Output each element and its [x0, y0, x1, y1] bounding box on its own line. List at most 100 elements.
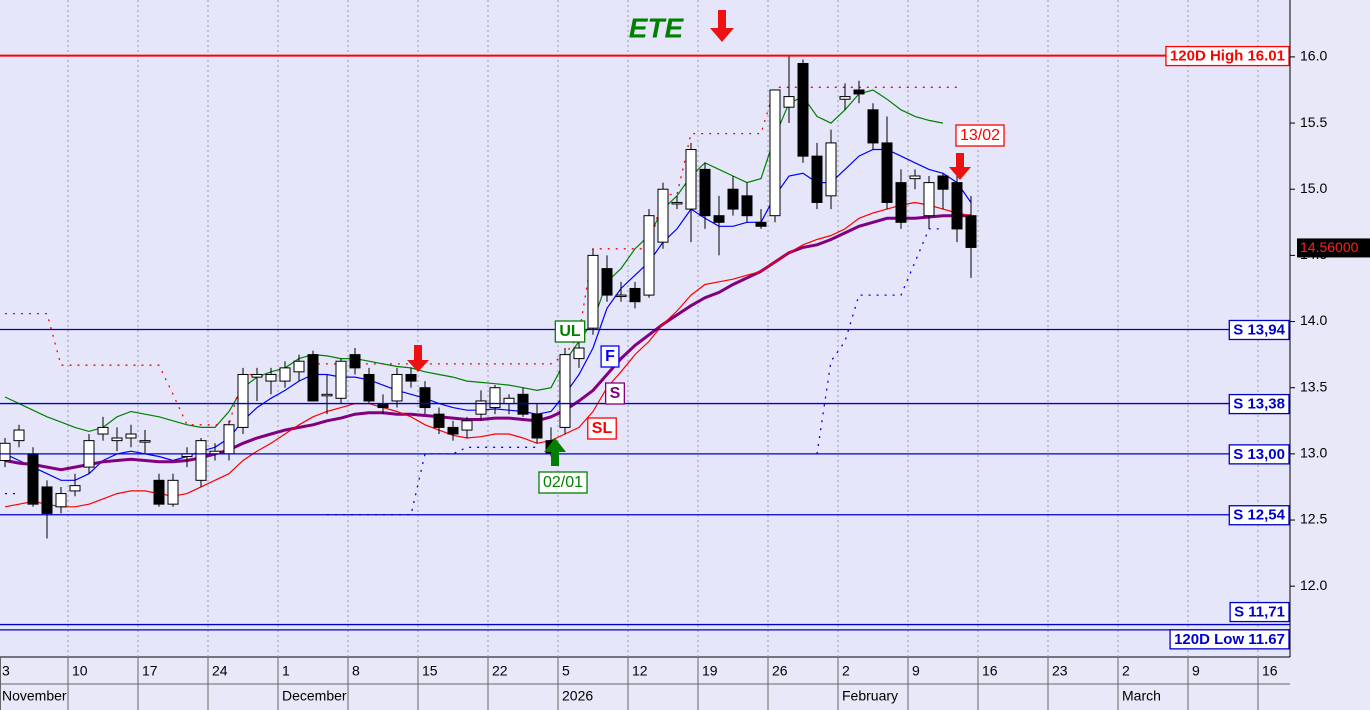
- x-tick-label: 16: [982, 663, 998, 679]
- candle-body: [503, 397, 515, 405]
- last-price-label: 14.56000: [1300, 239, 1359, 255]
- candle-body: [69, 485, 81, 492]
- level-label-box: [1165, 45, 1290, 67]
- candle-body: [825, 142, 837, 197]
- y-tick-label: 13.5: [1300, 378, 1327, 394]
- candle-body: [769, 89, 781, 217]
- candle-body: [195, 440, 207, 481]
- x-tick-label: 23: [1052, 663, 1068, 679]
- level-label-box: [1228, 319, 1290, 341]
- candle-body: [727, 188, 739, 210]
- month-label: March: [1122, 688, 1161, 704]
- x-tick-label: 22: [492, 663, 508, 679]
- candle-body: [867, 109, 879, 144]
- x-tick-label: 5: [562, 663, 570, 679]
- ma-line: [4, 214, 971, 472]
- candle-body: [783, 96, 795, 108]
- candles: [0, 55, 977, 539]
- level-label: S 12,54: [1233, 507, 1285, 524]
- candle-body: [923, 182, 935, 217]
- candle-body: [125, 433, 137, 439]
- candle-body: [461, 420, 473, 431]
- x-tick-label: 10: [72, 663, 88, 679]
- candle-body: [671, 201, 683, 205]
- candle-body: [713, 215, 725, 223]
- y-tick-label: 12.5: [1300, 511, 1327, 527]
- ma-line: [4, 201, 972, 508]
- legend-box: [605, 382, 625, 405]
- level-label: 120D Low 11.67: [1174, 631, 1285, 648]
- candle-body: [139, 440, 151, 443]
- candle-body: [41, 486, 53, 514]
- level-label: S 11,71: [1234, 604, 1285, 621]
- candle-body: [909, 175, 921, 180]
- chart-title: ETE: [629, 12, 685, 43]
- level-label-box: [1228, 393, 1290, 415]
- y-tick-label: 14.0: [1300, 312, 1327, 328]
- legend-box: [587, 417, 617, 440]
- candle-body: [839, 96, 851, 100]
- x-tick-label: 17: [142, 663, 158, 679]
- legend-label: UL: [559, 323, 581, 340]
- candle-body: [643, 215, 655, 296]
- last-price-tag: [1297, 238, 1370, 258]
- x-tick-label: 24: [212, 663, 228, 679]
- candle-body: [167, 479, 179, 505]
- ma-line: [4, 89, 944, 433]
- candle-body: [27, 453, 39, 505]
- candle-body: [237, 373, 249, 428]
- month-label: December: [282, 688, 347, 704]
- x-tick-label: 8: [352, 663, 360, 679]
- candle-body: [965, 215, 977, 248]
- legend-label: SL: [592, 420, 613, 437]
- annotation-box: [538, 471, 588, 494]
- level-label: S 13,00: [1233, 446, 1285, 463]
- candle-body: [741, 195, 753, 217]
- annotation: 13/02: [960, 127, 1000, 144]
- annotation-box: [955, 124, 1005, 147]
- candle-body: [335, 360, 347, 399]
- candle-body: [223, 424, 235, 455]
- ma-line: [4, 148, 972, 481]
- candle-body: [755, 221, 767, 227]
- candle-body: [419, 387, 431, 409]
- candle-body: [0, 442, 11, 461]
- candle-body: [881, 142, 893, 203]
- legend-box: [554, 320, 586, 343]
- candle-body: [279, 367, 291, 382]
- x-tick-label: 9: [912, 663, 920, 679]
- x-tick-label: 2: [842, 663, 850, 679]
- candle-body: [587, 254, 599, 329]
- candle-body: [517, 393, 529, 415]
- level-label: S 13,94: [1233, 321, 1285, 338]
- arrow: [544, 438, 566, 466]
- candle-body: [685, 149, 697, 210]
- levels: 120D High 16.01 S 13,94 S 13,38 S 13,00 S 12…: [0, 45, 1290, 650]
- x-tick-label: 26: [772, 663, 788, 679]
- candle-body: [55, 493, 67, 508]
- x-tick-label: 12: [632, 663, 648, 679]
- candle-body: [559, 354, 571, 428]
- candle-body: [475, 400, 487, 415]
- month-label: February: [842, 688, 898, 704]
- candle-body: [489, 387, 501, 409]
- annotations: UL F S SL 02/01 13/02: [538, 124, 1005, 494]
- candle-body: [349, 354, 361, 369]
- candle-body: [13, 429, 25, 442]
- x-tick-label: 2: [1122, 663, 1130, 679]
- x-tick-label: 1: [282, 663, 290, 679]
- candle-body: [895, 182, 907, 223]
- candle-body: [629, 287, 641, 303]
- candle-body: [853, 89, 865, 95]
- annotation: 02/01: [543, 474, 583, 491]
- candle-body: [433, 413, 445, 428]
- candle-body: [937, 175, 949, 190]
- candle-body: [615, 294, 627, 298]
- candle-body: [699, 168, 711, 217]
- level-label-box: [1169, 629, 1290, 650]
- legend-box: [600, 345, 620, 368]
- legend-label: F: [605, 348, 615, 365]
- x-tick-label: 15: [422, 663, 438, 679]
- candle-body: [153, 479, 165, 505]
